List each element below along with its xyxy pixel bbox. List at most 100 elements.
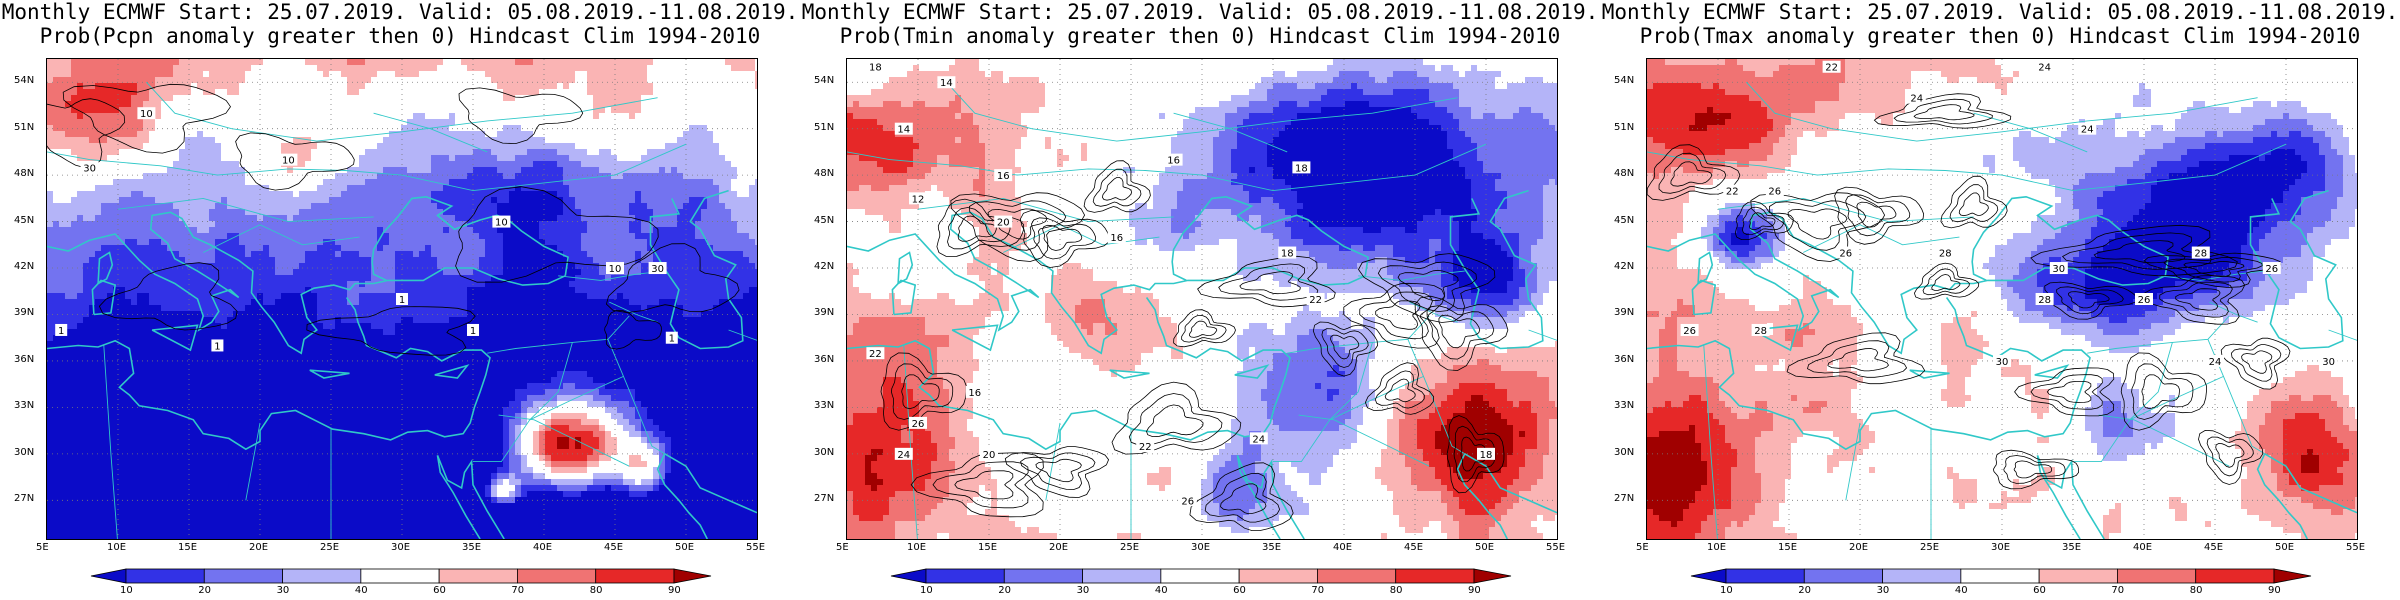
colorbar-segment xyxy=(1803,568,1883,584)
colorbar-label: 60 xyxy=(1233,585,1246,597)
contour-line xyxy=(98,262,238,331)
border xyxy=(728,329,757,341)
panel-title-line1: Monthly ECMWF Start: 25.07.2019. Valid: … xyxy=(0,0,800,24)
contour-label: 26 xyxy=(2135,293,2153,306)
contour-line xyxy=(968,200,1067,251)
coastline xyxy=(2036,455,2105,539)
colorbar-segment xyxy=(1238,568,1318,584)
contour-line xyxy=(235,132,355,191)
lat-tick-label: 27N xyxy=(814,493,834,505)
colorbar-label: 40 xyxy=(1155,585,1168,597)
coastline xyxy=(1697,251,1714,285)
contour-label: 1 xyxy=(665,331,678,345)
map-panel-tmin: Monthly ECMWF Start: 25.07.2019. Valid: … xyxy=(800,0,1600,600)
contour-label: 20 xyxy=(980,447,998,461)
lat-tick-label: 30N xyxy=(814,447,834,459)
contours xyxy=(1647,93,2291,490)
lat-tick-label: 48N xyxy=(1614,168,1634,180)
border xyxy=(245,422,261,501)
lon-tick-label: 40E xyxy=(1333,542,1352,554)
border xyxy=(1746,81,2258,142)
contour-line xyxy=(2198,429,2264,485)
colorbar-segment xyxy=(125,568,205,584)
contour-line xyxy=(1146,404,1204,438)
contour-line xyxy=(1330,334,1360,360)
contour-line xyxy=(1374,370,1425,409)
contour-label: 24 xyxy=(1907,91,1926,105)
colorbar-segment xyxy=(90,568,127,584)
contour-line xyxy=(1020,452,1096,491)
coastline xyxy=(2256,453,2309,539)
lon-tick-label: 20E xyxy=(1049,542,1068,554)
colorbar-segment xyxy=(1725,568,1805,584)
lon-tick-label: 30E xyxy=(1191,542,1210,554)
lat-tick-label: 54N xyxy=(1614,75,1634,87)
colorbar-label: 10 xyxy=(1720,585,1733,597)
contour-line xyxy=(1949,184,1999,223)
lat-tick-label: 30N xyxy=(14,447,34,459)
border xyxy=(203,224,360,253)
border xyxy=(1358,270,1465,281)
lon-tick-label: 15E xyxy=(1778,542,1797,554)
lon-tick-label: 30E xyxy=(391,542,410,554)
lat-tick-label: 36N xyxy=(814,354,834,366)
lat-tick-label: 39N xyxy=(14,307,34,319)
contour-line xyxy=(1197,255,1336,308)
contour-line xyxy=(1453,425,1496,483)
lon-tick-label: 55E xyxy=(2346,542,2365,554)
border xyxy=(917,197,1174,223)
colorbar-label: 10 xyxy=(920,585,933,597)
contour-label: 30 xyxy=(80,161,99,174)
lat-tick-label: 45N xyxy=(14,215,34,227)
contour-line xyxy=(1359,291,1433,340)
contour-line xyxy=(1189,462,1294,531)
lat-tick-label: 36N xyxy=(1614,354,1634,366)
lat-tick-label: 42N xyxy=(14,261,34,273)
contour-line xyxy=(2056,286,2124,315)
contour-label: 24 xyxy=(2035,60,2054,74)
contour-line xyxy=(2093,240,2186,264)
coastline xyxy=(1236,455,1305,539)
contour-line xyxy=(1786,332,1926,385)
lon-tick-label: 50E xyxy=(675,542,694,554)
contour-line xyxy=(2131,363,2194,420)
border xyxy=(946,81,1458,142)
contour-line xyxy=(1426,305,1495,360)
border xyxy=(847,143,1487,192)
coastline xyxy=(847,211,1366,355)
lon-tick-label: 15E xyxy=(978,542,997,554)
contour-label: 30 xyxy=(2049,262,2068,275)
coastlines xyxy=(847,81,1557,539)
contour-label: 18 xyxy=(866,60,885,74)
border xyxy=(1717,197,1974,223)
lon-tick-label: 35E xyxy=(1262,542,1281,554)
contour-label: 26 xyxy=(909,416,927,430)
contour-line xyxy=(62,83,231,154)
lon-tick-label: 50E xyxy=(1475,542,1494,554)
contour-line xyxy=(1004,446,1110,498)
contour-line xyxy=(2068,291,2110,309)
contour-line xyxy=(1204,472,1281,523)
contour-label: 1 xyxy=(211,339,224,352)
probability-map: 10 30 10 10 1 10 30 1 1 1 1 xyxy=(47,59,757,539)
coastline xyxy=(2249,189,2344,350)
colorbar-segment xyxy=(673,568,712,584)
contour-label: 10 xyxy=(279,153,298,167)
contour-label: 18 xyxy=(1292,161,1311,174)
coastline xyxy=(1909,369,1950,379)
border xyxy=(1407,339,1465,455)
colorbar xyxy=(1690,568,2312,584)
contour-line xyxy=(954,470,1014,500)
colorbar-segment xyxy=(1395,568,1475,584)
contour-line xyxy=(1749,212,1776,230)
lat-tick-label: 45N xyxy=(814,215,834,227)
border xyxy=(47,143,687,192)
colorbar-segment xyxy=(925,568,1005,584)
contour-line xyxy=(1913,262,1980,300)
coastline xyxy=(97,251,114,285)
lon-tick-label: 10E xyxy=(107,542,126,554)
lat-tick-label: 51N xyxy=(814,122,834,134)
lon-tick-label: 10E xyxy=(907,542,926,554)
colorbar-segment xyxy=(1473,568,1512,584)
contour-line xyxy=(2030,224,2238,277)
